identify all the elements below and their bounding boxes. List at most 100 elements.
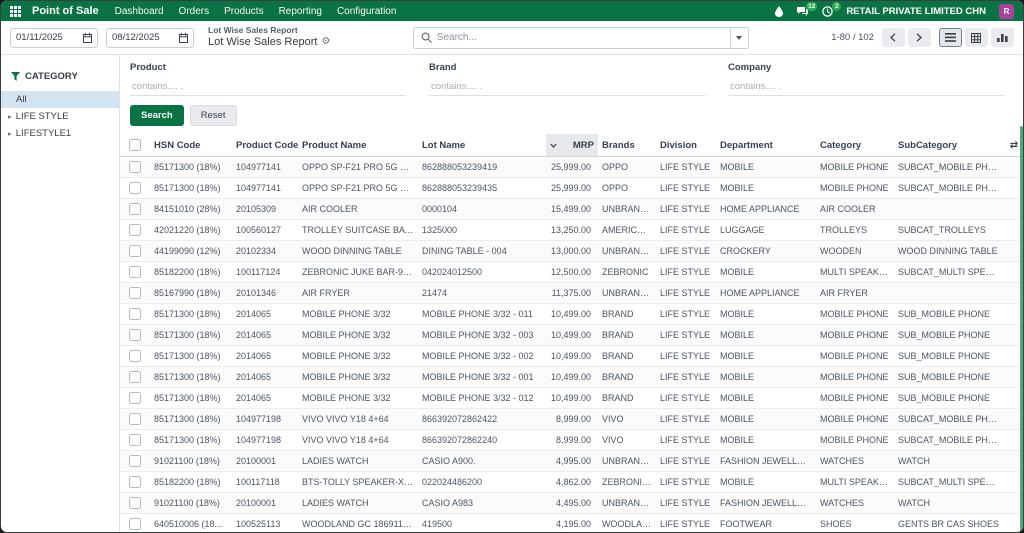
column-header-mrp[interactable]: MRP: [546, 134, 598, 157]
cell-mrp: 10,499.00: [546, 345, 598, 367]
search-icon: [421, 32, 432, 43]
optional-columns-icon[interactable]: ⇄: [1009, 139, 1019, 151]
reset-button[interactable]: Reset: [189, 105, 237, 126]
filter-brand-input[interactable]: [429, 79, 706, 96]
row-checkbox[interactable]: [129, 266, 141, 278]
drop-icon[interactable]: [775, 5, 784, 17]
cell-brand: UNBRANDED: [598, 450, 656, 472]
table-row[interactable]: 85171300 (18%) 2014065 MOBILE PHONE 3/32…: [120, 324, 1023, 346]
gear-icon[interactable]: ⚙: [321, 36, 331, 48]
chevron-right-icon: [917, 33, 923, 42]
cell-department: MOBILE: [716, 156, 816, 178]
table-row[interactable]: 91021100 (18%) 20100001 LADIES WATCH CAS…: [120, 450, 1023, 472]
table-row[interactable]: 640510006 (18... 100525113 WOODLAND GC 1…: [120, 513, 1023, 532]
row-checkbox[interactable]: [129, 224, 141, 236]
table-row[interactable]: 91021100 (18%) 20100001 LADIES WATCH CAS…: [120, 492, 1023, 514]
row-checkbox[interactable]: [129, 161, 141, 173]
activities-icon[interactable]: 2: [822, 1, 842, 17]
search-dropdown-toggle[interactable]: [729, 27, 748, 48]
app-name[interactable]: Point of Sale: [32, 5, 99, 17]
user-avatar[interactable]: R: [999, 3, 1014, 19]
filter-product-input[interactable]: [130, 79, 407, 96]
table-row[interactable]: 84151010 (28%) 20105309 AIR COOLER 00001…: [120, 198, 1023, 220]
table-row[interactable]: 85171300 (18%) 2014065 MOBILE PHONE 3/32…: [120, 345, 1023, 367]
row-checkbox[interactable]: [129, 329, 141, 341]
pivot-view-button[interactable]: [964, 28, 988, 47]
sidebar-item-life-style[interactable]: ▸ LIFE STYLE: [1, 108, 119, 125]
row-checkbox[interactable]: [129, 308, 141, 320]
row-checkbox[interactable]: [129, 413, 141, 425]
table-row[interactable]: 42021220 (18%) 100560127 TROLLEY SUITCAS…: [120, 219, 1023, 241]
search-input[interactable]: [436, 32, 730, 43]
table-row[interactable]: 85171300 (18%) 104977198 VIVO VIVO Y18 4…: [120, 429, 1023, 451]
sidebar-item-lifestyle1[interactable]: ▸ LIFESTYLE1: [1, 125, 119, 142]
messages-icon[interactable]: 12: [796, 1, 818, 17]
row-checkbox[interactable]: [129, 245, 141, 257]
menu-products[interactable]: Products: [224, 5, 264, 17]
select-all-checkbox[interactable]: [129, 139, 141, 151]
pager-next-button[interactable]: [907, 28, 931, 47]
row-checkbox[interactable]: [129, 434, 141, 446]
column-header-brands[interactable]: Brands: [598, 134, 656, 157]
row-checkbox[interactable]: [129, 497, 141, 509]
row-checkbox[interactable]: [129, 350, 141, 362]
cell-mrp: 25,999.00: [546, 156, 598, 178]
date-from-input[interactable]: 01/11/2025: [10, 27, 98, 48]
pager-prev-button[interactable]: [881, 28, 905, 47]
table-row[interactable]: 44199090 (12%) 20102334 WOOD DINNING TAB…: [120, 240, 1023, 262]
messages-badge: 12: [806, 1, 818, 11]
cell-mrp: 4,495.00: [546, 492, 598, 514]
menu-configuration[interactable]: Configuration: [336, 5, 397, 17]
table-row[interactable]: 85182200 (18%) 100117118 BTS-TOLLY SPEAK…: [120, 471, 1023, 493]
table-row[interactable]: 85182200 (18%) 100117124 ZEBRONIC JUKE B…: [120, 261, 1023, 283]
column-header-category[interactable]: Category: [816, 134, 894, 157]
table-row[interactable]: 85171300 (18%) 2014065 MOBILE PHONE 3/32…: [120, 366, 1023, 388]
table-row[interactable]: 85171300 (18%) 2014065 MOBILE PHONE 3/32…: [120, 303, 1023, 325]
search-button[interactable]: Search: [130, 105, 184, 126]
graph-view-button[interactable]: [990, 28, 1014, 47]
cell-product-name: TROLLEY SUITCASE BAYVIE...: [298, 219, 418, 241]
cell-product-code: 2014065: [232, 345, 298, 367]
cell-subcategory: SUBCAT_MOBILE PHONE: [894, 429, 1004, 451]
column-header-lot-name[interactable]: Lot Name: [418, 134, 546, 157]
apps-grid-icon[interactable]: [10, 5, 21, 17]
table-row[interactable]: 85167990 (18%) 20101346 AIR FRYER 21474 …: [120, 282, 1023, 304]
table-row[interactable]: 85171300 (18%) 104977141 OPPO SP-F21 PRO…: [120, 156, 1023, 178]
row-checkbox[interactable]: [129, 287, 141, 299]
cell-product-name: VIVO VIVO Y18 4+64: [298, 429, 418, 451]
row-checkbox[interactable]: [129, 371, 141, 383]
row-checkbox[interactable]: [129, 392, 141, 404]
cell-product-name: WOODLAND GC 1869115 KH...: [298, 513, 418, 532]
breadcrumb[interactable]: Lot Wise Sales Report: [208, 25, 298, 36]
cell-brand: OPPO: [598, 156, 656, 178]
table-row[interactable]: 85171300 (18%) 104977141 OPPO SP-F21 PRO…: [120, 177, 1023, 199]
row-checkbox[interactable]: [129, 182, 141, 194]
company-name[interactable]: RETAIL PRIVATE LIMITED CHN: [846, 5, 986, 17]
table-row[interactable]: 85171300 (18%) 104977198 VIVO VIVO Y18 4…: [120, 408, 1023, 430]
cell-subcategory: SUBCAT_MOBILE PHONE: [894, 177, 1004, 199]
column-header-subcategory[interactable]: SubCategory: [894, 134, 1004, 157]
column-header-product-name[interactable]: Product Name: [298, 134, 418, 157]
search-bar: [412, 26, 749, 49]
row-checkbox[interactable]: [129, 476, 141, 488]
filter-company-input[interactable]: [728, 79, 1005, 96]
column-header-product-code[interactable]: Product Code: [232, 134, 298, 157]
cell-subcategory: [894, 282, 1004, 304]
column-header-hsn[interactable]: HSN Code: [150, 134, 232, 157]
row-checkbox[interactable]: [129, 455, 141, 467]
menu-dashboard[interactable]: Dashboard: [114, 5, 164, 17]
date-to-input[interactable]: 08/12/2025: [106, 27, 194, 48]
cell-mrp: 13,250.00: [546, 219, 598, 241]
list-view-button[interactable]: [938, 28, 962, 47]
row-checkbox[interactable]: [129, 518, 141, 530]
menu-reporting[interactable]: Reporting: [278, 5, 322, 17]
menu-orders[interactable]: Orders: [178, 5, 210, 17]
column-header-division[interactable]: Division: [656, 134, 716, 157]
column-header-department[interactable]: Department: [716, 134, 816, 157]
table-row[interactable]: 85171300 (18%) 2014065 MOBILE PHONE 3/32…: [120, 387, 1023, 409]
vertical-scrollbar[interactable]: [1020, 126, 1023, 532]
cell-division: LIFE STYLE: [656, 261, 716, 283]
sidebar-item-all[interactable]: All: [1, 91, 119, 108]
sidebar-item-label: All: [16, 94, 27, 105]
row-checkbox[interactable]: [129, 203, 141, 215]
